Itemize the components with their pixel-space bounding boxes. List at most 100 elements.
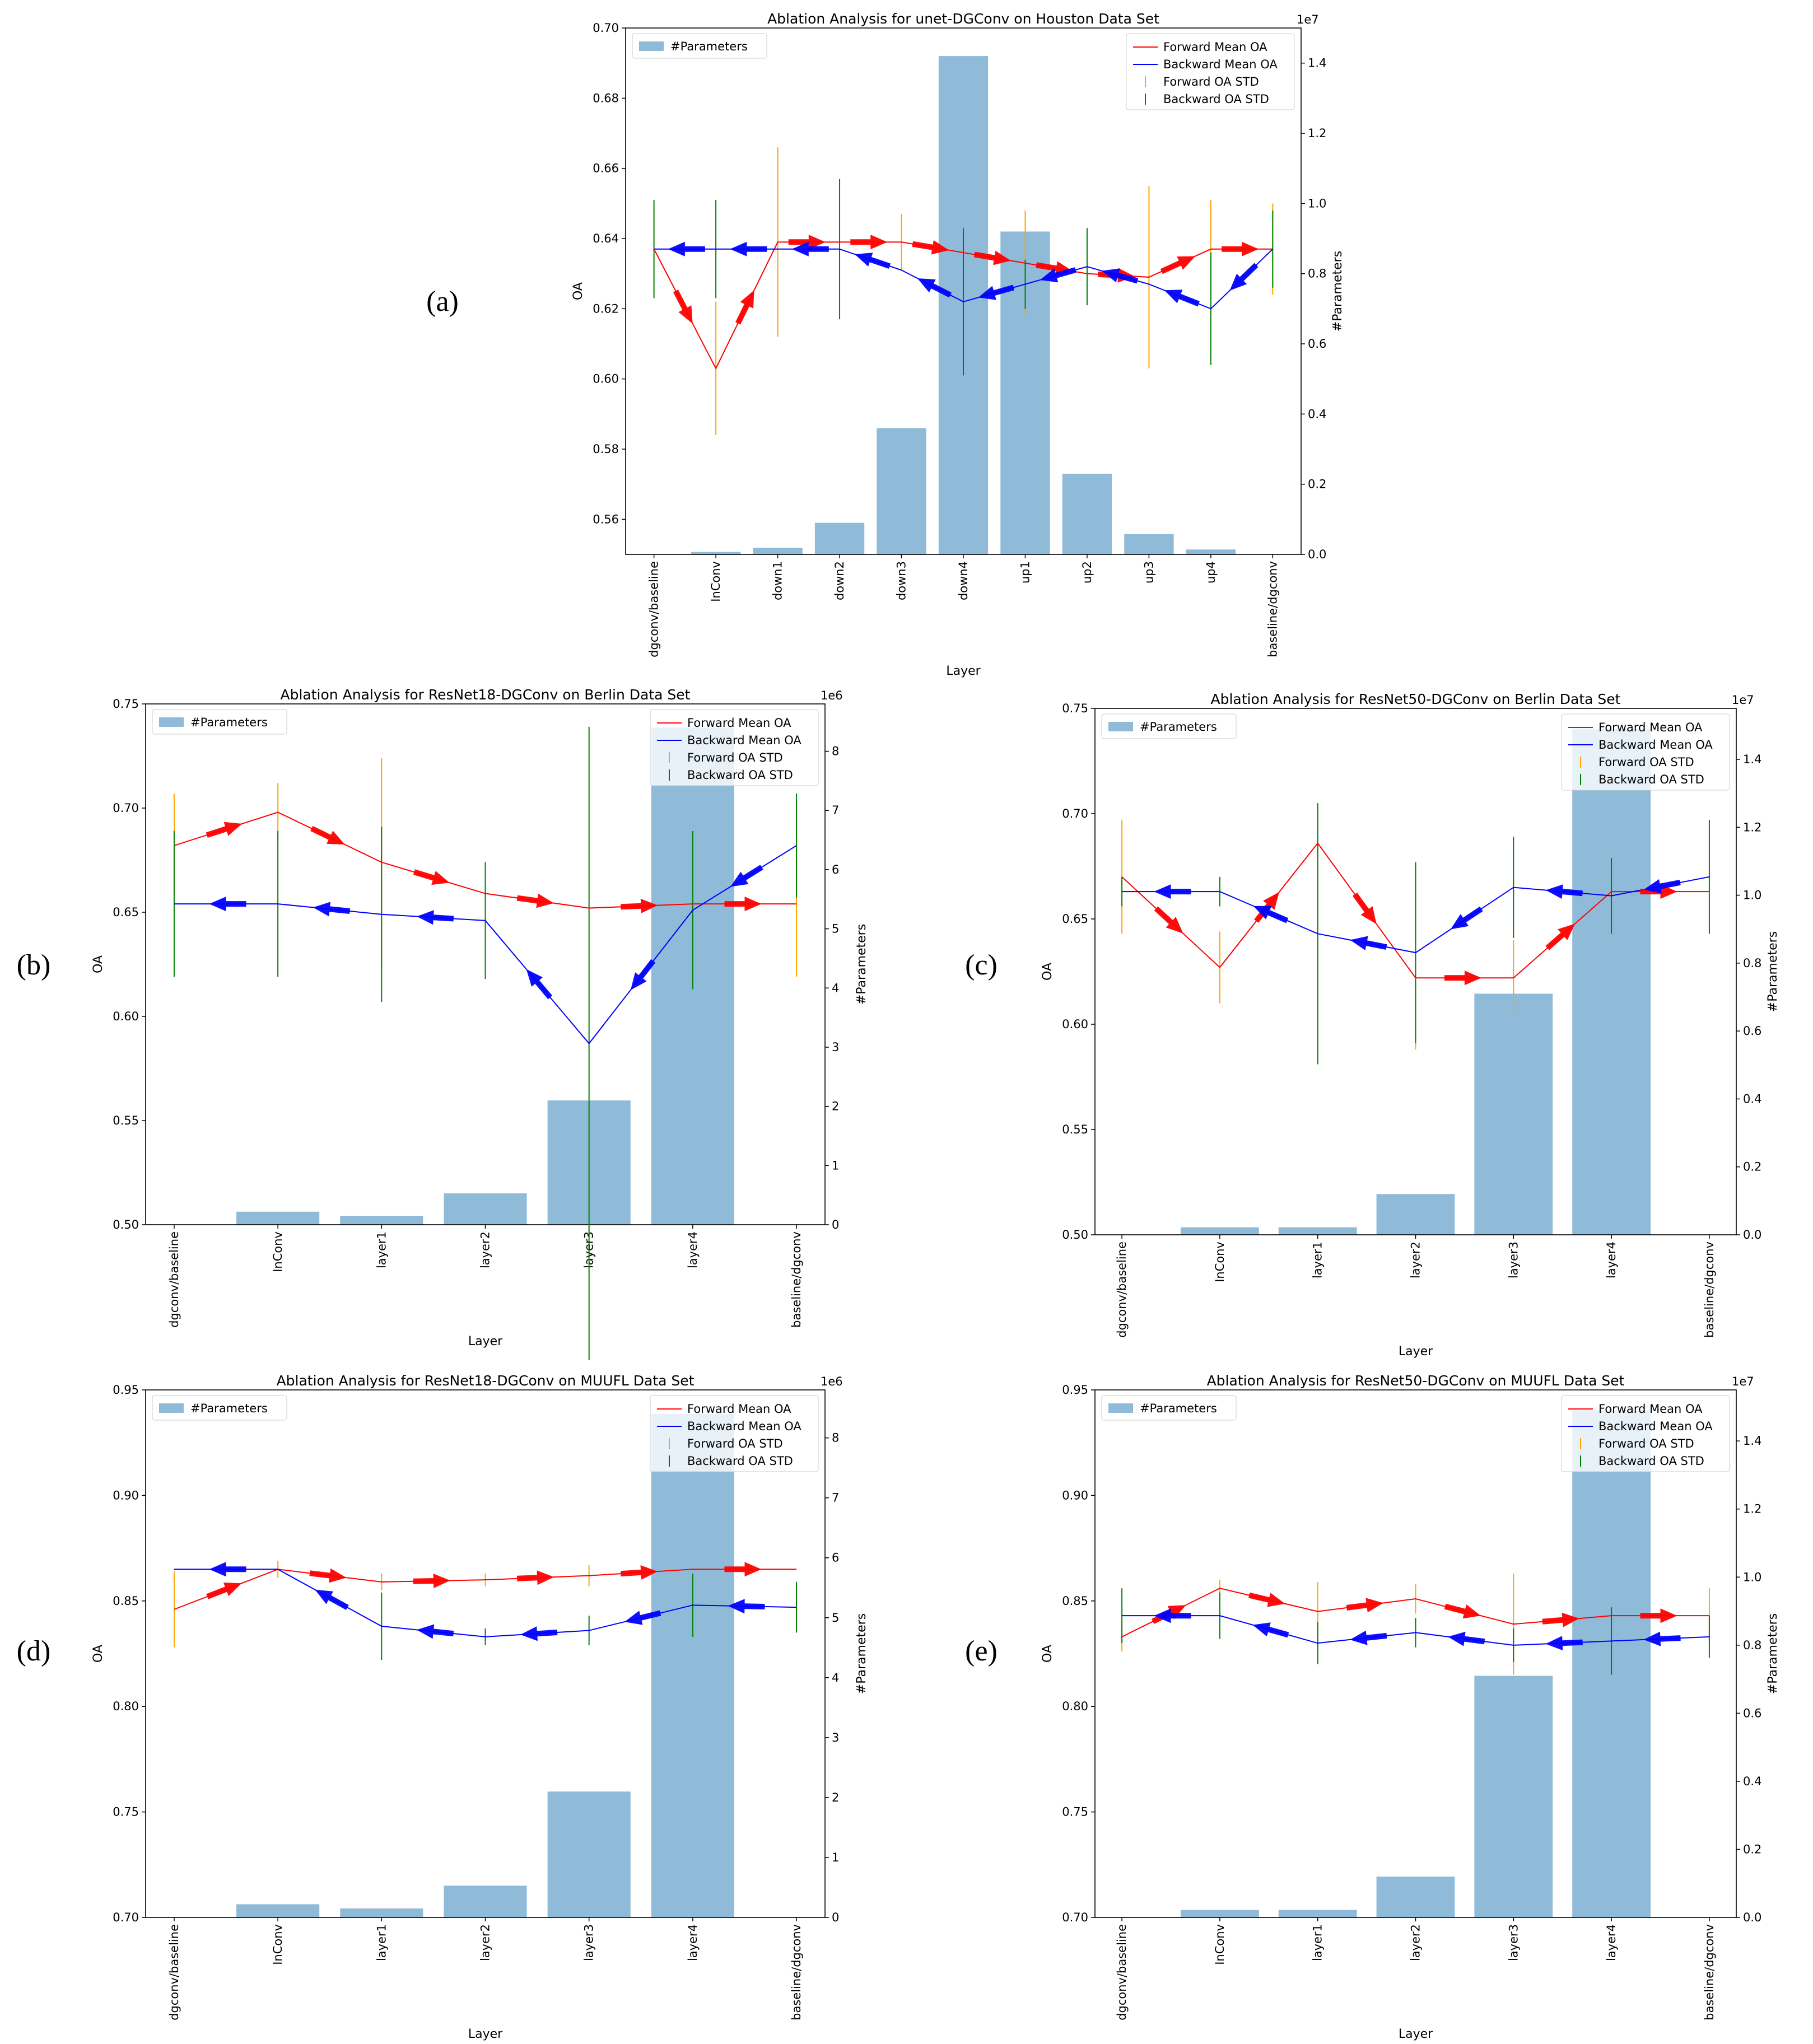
legend-box [1101, 713, 1237, 739]
backward-mean-line [174, 845, 797, 1044]
y2-tick-label: 7 [832, 1491, 839, 1505]
backward-arrow [630, 959, 656, 990]
y2-tick-label: 0 [832, 1911, 839, 1924]
x-tick-label: down3 [895, 561, 908, 600]
param-bar [1062, 473, 1112, 554]
legend-lines: Forward Mean OA Backward Mean OA Forward O… [1561, 713, 1730, 791]
legend-label-fwd_std: Forward OA STD [1598, 1437, 1694, 1450]
y-tick-label: 0.75 [1062, 702, 1088, 715]
param-bar [1180, 1910, 1259, 1917]
y2-tick-label: 8 [832, 1431, 839, 1445]
y-tick-label: 0.60 [113, 1010, 139, 1023]
y-tick-label: 0.95 [1062, 1383, 1088, 1397]
forward-arrow [1248, 1592, 1285, 1607]
backward-arrow [1164, 290, 1200, 307]
legend-label-bwd_mean: Backward Mean OA [1163, 58, 1278, 71]
legend-lines: Forward Mean OA Backward Mean OA Forward O… [1561, 1395, 1730, 1472]
y2-tick-label: 1.0 [1308, 197, 1326, 210]
param-bar [547, 1791, 631, 1917]
x-tick-label: layer1 [1311, 1242, 1325, 1278]
y2-scale-label: 1e7 [1732, 1375, 1754, 1388]
y-tick-label: 0.68 [593, 91, 619, 105]
backward-arrow [417, 910, 454, 925]
legend-label-fwd_mean: Forward Mean OA [687, 716, 791, 730]
x-tick-label: layer4 [1605, 1242, 1618, 1278]
x-tick-label: layer2 [479, 1924, 492, 1961]
y-tick-label: 0.85 [113, 1594, 139, 1608]
forward-arrow [621, 898, 658, 913]
param-bar [1474, 1676, 1553, 1917]
y2-tick-label: 0.8 [1743, 956, 1761, 970]
y2-tick-label: 0.2 [1308, 478, 1326, 491]
x-tick-label: baseline/dgconv [1703, 1242, 1716, 1338]
panel-label: (c) [965, 949, 998, 981]
legend-label-bwd_mean: Backward Mean OA [687, 1420, 801, 1433]
legend-params: #Parameters [1101, 1395, 1237, 1421]
legend-box [632, 33, 767, 59]
legend-params: #Parameters [152, 709, 287, 735]
y2-tick-label: 0.8 [1743, 1639, 1761, 1652]
param-bar [1278, 1910, 1357, 1917]
backward-arrow [1545, 884, 1583, 899]
y2-scale-label: 1e6 [821, 1375, 843, 1388]
legend-label-fwd_mean: Forward Mean OA [1598, 1402, 1703, 1416]
backward-arrow [1350, 936, 1387, 950]
panel-label: (a) [426, 286, 459, 318]
y2-tick-label: 6 [832, 1551, 839, 1565]
legend-label-bwd_std: Backward OA STD [1598, 1454, 1704, 1468]
x-tick-label: InConv [1213, 1924, 1227, 1965]
y2-tick-label: 4 [832, 981, 839, 995]
backward-arrow [1229, 263, 1259, 291]
forward-arrow [1352, 892, 1377, 925]
chart-panel-4: (d) Ablation Analysis for ResNet18-DGConv… [17, 1373, 869, 2041]
param-bar [1376, 1877, 1455, 1917]
legend-swatch-params [159, 1403, 184, 1413]
backward-arrow [1350, 1630, 1387, 1645]
y2-tick-label: 0 [832, 1218, 839, 1231]
chart-title: Ablation Analysis for ResNet18-DGConv on… [281, 687, 691, 703]
x-tick-label: layer3 [1507, 1242, 1520, 1278]
param-bar [236, 1211, 320, 1225]
legend-swatch-params [1108, 1403, 1133, 1413]
legend-box [152, 709, 287, 735]
x-tick-label: baseline/dgconv [1703, 1924, 1716, 2020]
x-tick-label: baseline/dgconv [790, 1231, 803, 1328]
forward-arrow [206, 1583, 242, 1599]
x-tick-label: InConv [271, 1924, 285, 1965]
y2-tick-label: 0.6 [1308, 337, 1326, 351]
y2-tick-label: 6 [832, 863, 839, 876]
y2-tick-label: 1.2 [1743, 820, 1761, 834]
y-tick-label: 0.55 [113, 1114, 139, 1127]
forward-arrow [1640, 1608, 1677, 1623]
param-bar [1572, 729, 1651, 1235]
y2-tick-label: 0.0 [1308, 548, 1326, 561]
y-tick-label: 0.85 [1062, 1594, 1088, 1608]
param-bar [691, 552, 741, 554]
legend-box [1101, 1395, 1237, 1421]
param-bar [877, 428, 926, 554]
backward-arrow [791, 241, 829, 256]
param-bar [444, 1886, 527, 1917]
y2-axis-label: #Parameters [1766, 1613, 1780, 1694]
y-axis-label: OA [1041, 963, 1055, 981]
legend-label-bwd_std: Backward OA STD [1598, 773, 1704, 786]
y2-tick-label: 0.0 [1743, 1911, 1761, 1924]
y2-axis-label: #Parameters [1331, 251, 1345, 332]
x-tick-label: layer1 [375, 1231, 388, 1268]
chart-title: Ablation Analysis for unet-DGConv on Hou… [767, 11, 1159, 27]
legend-label-bwd_std: Backward OA STD [1163, 92, 1269, 106]
y2-tick-label: 0.6 [1743, 1706, 1761, 1720]
legend-label-fwd_mean: Forward Mean OA [1598, 721, 1703, 734]
x-tick-label: layer4 [686, 1924, 700, 1961]
param-bar [651, 1413, 734, 1917]
panel-label: (d) [17, 1635, 51, 1667]
forward-arrow [413, 1574, 450, 1588]
param-bar [340, 1908, 423, 1917]
forward-arrow [1545, 923, 1576, 950]
chart-panel-3: (c) Ablation Analysis for ResNet50-DGConv… [965, 691, 1780, 1359]
backward-arrow [209, 1562, 246, 1577]
legend-box [1126, 33, 1295, 110]
forward-arrow [912, 240, 949, 255]
backward-arrow [315, 1589, 349, 1610]
y2-tick-label: 3 [832, 1731, 839, 1744]
